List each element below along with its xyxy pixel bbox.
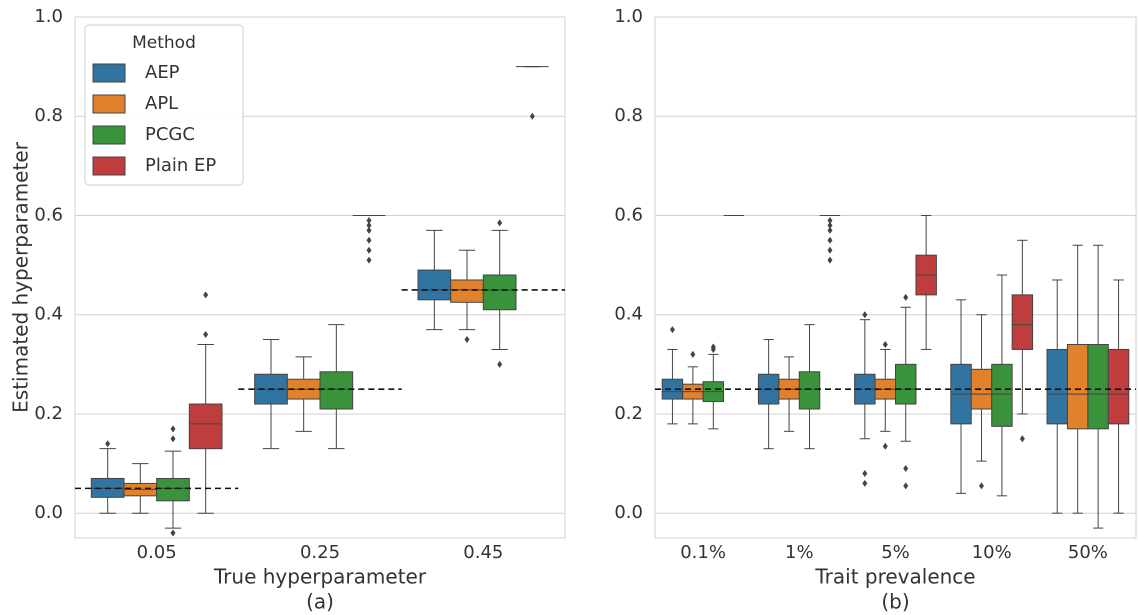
outlier: [862, 311, 868, 319]
x-tick-label: 1%: [785, 542, 814, 563]
outlier: [170, 529, 176, 537]
outlier: [366, 256, 372, 264]
outlier: [366, 236, 372, 244]
outlier: [529, 112, 535, 120]
box: [1107, 348, 1130, 425]
x-tick-label: 10%: [972, 542, 1012, 563]
outlier: [903, 465, 909, 473]
outlier: [862, 469, 868, 477]
y-tick-label: 0.0: [614, 502, 643, 523]
outlier: [827, 256, 833, 264]
outlier: [903, 482, 909, 490]
x-axis-label: Trait prevalence: [814, 565, 975, 589]
y-tick-label: 0.8: [34, 105, 63, 126]
y-tick-label: 1.0: [614, 6, 643, 27]
outlier: [497, 219, 503, 227]
legend-label: Plain EP: [145, 155, 216, 176]
caption: (a): [306, 590, 334, 614]
outlier: [105, 440, 111, 448]
box: [1087, 343, 1109, 430]
outlier: [978, 482, 984, 490]
box: [1011, 294, 1034, 350]
x-tick-label: 0.25: [300, 542, 340, 563]
outlier: [882, 340, 888, 348]
outlier: [366, 246, 372, 254]
plot-frame: [654, 16, 1137, 539]
y-tick-label: 0.4: [614, 304, 643, 325]
outlier: [862, 479, 868, 487]
box: [156, 477, 190, 502]
caption: (b): [881, 590, 909, 614]
y-tick-label: 0.6: [34, 204, 63, 225]
outlier: [827, 226, 833, 234]
legend-label: AEP: [145, 62, 180, 83]
legend-swatch: [92, 94, 126, 114]
box: [1046, 348, 1068, 425]
x-tick-label: 50%: [1068, 542, 1108, 563]
outlier: [882, 442, 888, 450]
outlier: [170, 435, 176, 443]
y-tick-label: 0.2: [34, 403, 63, 424]
legend-swatch: [92, 156, 126, 176]
outlier: [903, 293, 909, 301]
outlier: [497, 360, 503, 368]
outlier: [827, 236, 833, 244]
outlier: [366, 226, 372, 234]
y-tick-label: 1.0: [34, 6, 63, 27]
outlier: [1019, 435, 1025, 443]
y-tick-label: 0.2: [614, 403, 643, 424]
x-axis-label: True hyperparameter: [213, 565, 427, 589]
legend-swatch: [92, 63, 126, 83]
y-tick-label: 0.6: [614, 204, 643, 225]
legend-label: PCGC: [145, 124, 195, 145]
x-tick-label: 0.1%: [680, 542, 726, 563]
box: [417, 269, 452, 301]
outlier: [710, 343, 716, 351]
outlier: [690, 350, 696, 358]
y-axis-label: Estimated hyperparameter: [9, 141, 33, 412]
y-tick-label: 0.0: [34, 502, 63, 523]
x-tick-label: 0.05: [137, 542, 177, 563]
outlier: [170, 425, 176, 433]
outlier: [366, 216, 372, 224]
box: [482, 274, 517, 311]
outlier: [464, 336, 470, 344]
outlier: [203, 331, 209, 339]
outlier: [827, 246, 833, 254]
box: [798, 371, 821, 410]
legend-title: Method: [132, 33, 196, 53]
y-tick-label: 0.8: [614, 105, 643, 126]
legend-label: APL: [145, 93, 178, 114]
outlier: [827, 221, 833, 229]
box: [319, 371, 354, 410]
box: [188, 403, 223, 450]
plot-frame: [74, 16, 566, 539]
y-tick-label: 0.4: [34, 304, 63, 325]
outlier: [366, 221, 372, 229]
x-tick-label: 0.45: [463, 542, 503, 563]
box: [991, 363, 1013, 427]
outlier: [203, 291, 209, 299]
outlier: [669, 326, 675, 334]
box: [895, 363, 917, 405]
outlier: [827, 216, 833, 224]
legend-swatch: [92, 125, 126, 145]
box: [1066, 343, 1089, 430]
x-tick-label: 5%: [881, 542, 910, 563]
box: [450, 279, 484, 303]
